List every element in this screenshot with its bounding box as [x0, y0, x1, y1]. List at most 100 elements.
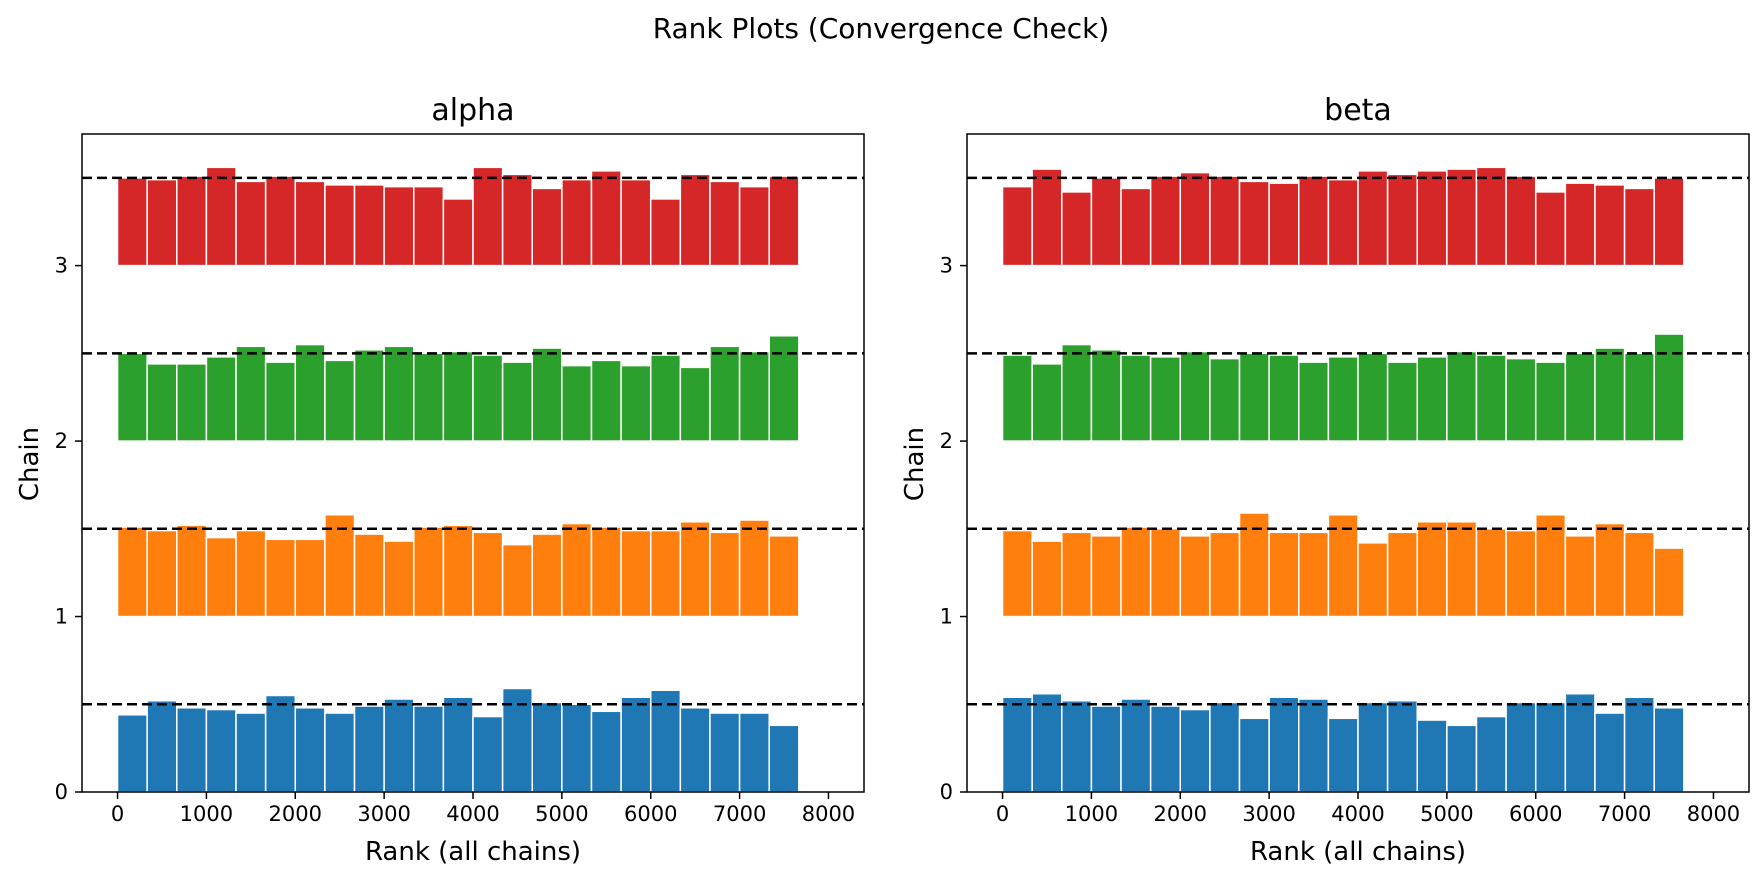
alpha-x-tick-label-1: 1000: [180, 802, 233, 826]
alpha-x-tick-label-7: 7000: [713, 802, 766, 826]
alpha-chain-1-bar-20: [709, 531, 741, 618]
beta-chain-3-bar-1: [1031, 168, 1063, 267]
beta-y-axis-label: Chain: [900, 427, 930, 501]
beta-x-tick-label-8: 8000: [1687, 802, 1740, 826]
figure-title: Rank Plots (Convergence Check): [653, 12, 1110, 45]
alpha-rank-plot: alpha 0 1000 2000 3000 4000 5000 6000 7000 8000 0…: [15, 93, 865, 867]
alpha-chain-3-bar-0: [116, 177, 148, 267]
beta-chain-2-bar-13: [1386, 361, 1418, 442]
alpha-chain-1-bar-21: [738, 519, 770, 618]
beta-chain-2-bar-16: [1475, 354, 1507, 442]
beta-chain-3-bar-15: [1446, 168, 1478, 267]
alpha-chain-0-bar-14: [531, 701, 563, 793]
beta-chain-0-bar-6: [1179, 708, 1211, 793]
beta-chain-3-bars: [1001, 166, 1685, 267]
beta-chain-0-bar-2: [1061, 700, 1093, 793]
beta-chain-1-bar-9: [1268, 531, 1300, 618]
beta-chain-3-bar-8: [1238, 180, 1270, 267]
alpha-chain-2-bar-21: [738, 350, 770, 442]
alpha-chain-1-bar-11: [442, 524, 474, 618]
beta-chain-0-bar-16: [1475, 715, 1507, 793]
alpha-chain-2-bar-0: [116, 352, 148, 442]
beta-chain-3-bar-3: [1090, 177, 1122, 267]
beta-chain-2-bar-4: [1120, 354, 1152, 442]
beta-chain-3-bar-10: [1298, 175, 1330, 267]
beta-x-axis-label: Rank (all chains): [1250, 837, 1466, 867]
alpha-chain-0-bar-4: [235, 712, 267, 793]
alpha-x-axis-label: Rank (all chains): [365, 837, 581, 867]
beta-chain-2-bar-17: [1505, 357, 1537, 442]
beta-chain-1-bar-19: [1564, 535, 1596, 618]
beta-chain-2-bar-21: [1623, 352, 1655, 442]
beta-x-tick-label-1: 1000: [1065, 802, 1118, 826]
beta-chain-0-bar-5: [1149, 705, 1182, 793]
alpha-chain-2-bar-13: [501, 361, 533, 442]
alpha-chain-1-bar-16: [590, 526, 622, 618]
beta-chain-2-bar-9: [1268, 354, 1300, 442]
alpha-chain-1-bar-9: [383, 540, 415, 618]
beta-chain-1-bar-10: [1298, 531, 1330, 618]
beta-chain-1-bar-18: [1534, 514, 1567, 618]
beta-x-tick-label-4: 4000: [1331, 802, 1384, 826]
alpha-chain-0-bar-10: [413, 705, 445, 793]
beta-chain-1-bar-22: [1653, 547, 1685, 618]
alpha-chain-0-bar-15: [561, 703, 593, 793]
alpha-chain-2-bar-8: [353, 349, 385, 442]
alpha-chain-1-bar-0: [116, 526, 148, 618]
alpha-chain-2-bar-9: [383, 345, 415, 442]
beta-y-tick-label-2: 2: [940, 429, 953, 453]
alpha-chain-3-bars: [116, 166, 800, 267]
alpha-chain-3-bar-5: [264, 175, 297, 267]
beta-chain-0-bar-8: [1238, 717, 1270, 793]
beta-chain-2-bar-6: [1179, 350, 1211, 442]
alpha-chain-2-bar-1: [146, 363, 178, 442]
beta-chain-0-bar-17: [1505, 701, 1537, 793]
beta-chain-0-bar-1: [1031, 692, 1063, 793]
beta-x-tick-label-7: 7000: [1598, 802, 1651, 826]
beta-chain-1-bar-13: [1386, 531, 1418, 618]
alpha-chain-1-bar-13: [501, 543, 533, 618]
beta-chain-0-bar-10: [1298, 698, 1330, 793]
beta-chain-1-bar-6: [1179, 535, 1211, 618]
beta-chain-1-bar-0: [1001, 529, 1033, 618]
alpha-chain-0-bar-16: [590, 710, 622, 793]
alpha-x-tick-label-8: 8000: [802, 802, 855, 826]
beta-chain-1-bars: [1001, 512, 1685, 618]
beta-chain-0-bar-7: [1209, 701, 1241, 793]
beta-chain-0-bar-18: [1534, 701, 1567, 793]
alpha-x-tick-label-2: 2000: [269, 802, 322, 826]
beta-chain-2-bar-3: [1090, 349, 1122, 442]
beta-chain-1-bar-21: [1623, 531, 1655, 618]
beta-chain-2-bar-19: [1564, 352, 1596, 442]
alpha-chain-2-bar-5: [264, 361, 297, 442]
beta-chain-0-bar-9: [1268, 696, 1300, 793]
beta-chain-0-bar-21: [1623, 696, 1655, 793]
alpha-chain-3-bar-8: [353, 184, 385, 267]
beta-chain-2-bar-20: [1594, 347, 1626, 442]
alpha-chain-0-bar-9: [383, 698, 415, 793]
alpha-chain-3-bar-21: [738, 185, 770, 267]
beta-chain-2-bar-7: [1209, 357, 1241, 442]
beta-chain-1-bar-5: [1149, 528, 1182, 618]
alpha-chain-1-bar-12: [472, 531, 504, 618]
beta-chain-0-bar-4: [1120, 698, 1152, 793]
alpha-chain-1-bar-4: [235, 529, 267, 618]
beta-chain-2-bar-22: [1653, 333, 1685, 442]
alpha-chain-3-bar-15: [561, 178, 593, 267]
beta-chain-3-bar-16: [1475, 166, 1507, 267]
alpha-chain-0-bar-20: [709, 712, 741, 793]
alpha-chain-0-bar-8: [353, 705, 385, 793]
alpha-y-tick-label-3: 3: [55, 254, 68, 278]
alpha-chain-3-bar-9: [383, 185, 415, 267]
alpha-plot-title: alpha: [431, 93, 514, 128]
beta-chain-0-bars: [1001, 692, 1685, 793]
beta-plot-title: beta: [1324, 93, 1392, 128]
beta-chain-0-bar-0: [1001, 696, 1033, 793]
alpha-chain-1-bars: [116, 514, 800, 618]
alpha-chain-1-bar-6: [294, 538, 326, 618]
alpha-chain-3-bar-20: [709, 180, 741, 267]
beta-chain-3-bar-11: [1327, 178, 1359, 267]
beta-chain-1-bar-7: [1209, 531, 1241, 618]
beta-chain-2-bar-15: [1446, 350, 1478, 442]
